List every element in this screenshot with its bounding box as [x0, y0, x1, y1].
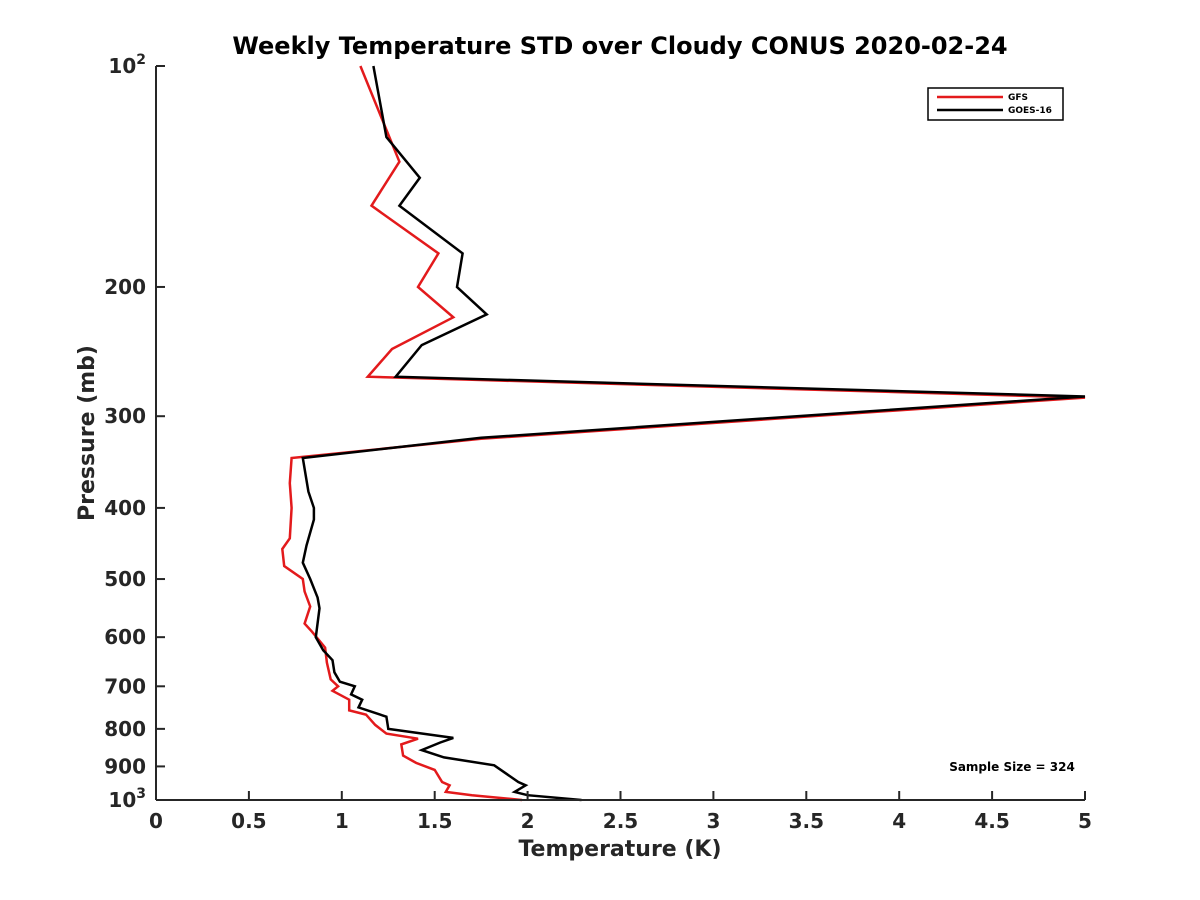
legend-box [927, 87, 1064, 121]
y-tick-label: 102 [108, 52, 146, 78]
x-tick-label: 1.5 [417, 809, 452, 833]
y-tick-label: 900 [104, 754, 146, 778]
y-tick-label: 600 [104, 625, 146, 649]
legend-label-goes16: GOES-16 [1008, 106, 1052, 116]
x-tick-label: 0.5 [231, 809, 266, 833]
x-tick-label: 5 [1078, 809, 1092, 833]
y-tick-label: 103 [108, 786, 146, 812]
sample-size-annotation: Sample Size = 324 [949, 760, 1075, 774]
y-tick-label: 200 [104, 275, 146, 299]
axes: 0 0.5 1 1.5 2 2.5 3 3.5 4 4.5 5 102 200 300 400 500 600 7… [104, 52, 1092, 833]
x-tick-label: 3 [706, 809, 720, 833]
y-tick-label: 400 [104, 496, 146, 520]
y-axis-label: Pressure (mb) [75, 345, 100, 521]
series-line-goes16 [301, 65, 1086, 802]
legend-label-gfs: GFS [1008, 93, 1028, 103]
y-tick-label: 500 [104, 567, 146, 591]
x-tick-label: 2.5 [603, 809, 638, 833]
chart-title: Weekly Temperature STD over Cloudy CONUS… [232, 32, 1007, 60]
legend: GFS GOES-16 [927, 87, 1064, 121]
x-tick-label: 4 [892, 809, 906, 833]
x-tick-label: 1 [335, 809, 349, 833]
x-tick-label: 0 [149, 809, 163, 833]
y-tick-label: 300 [104, 404, 146, 428]
x-axis-label: Temperature (K) [518, 837, 721, 862]
x-tick-label: 2 [521, 809, 535, 833]
plot-area [281, 65, 1086, 802]
y-tick-label: 800 [104, 717, 146, 741]
x-tick-label: 3.5 [789, 809, 824, 833]
series-line-gfs [281, 65, 1086, 802]
x-tick-label: 4.5 [974, 809, 1009, 833]
y-tick-label: 700 [104, 674, 146, 698]
